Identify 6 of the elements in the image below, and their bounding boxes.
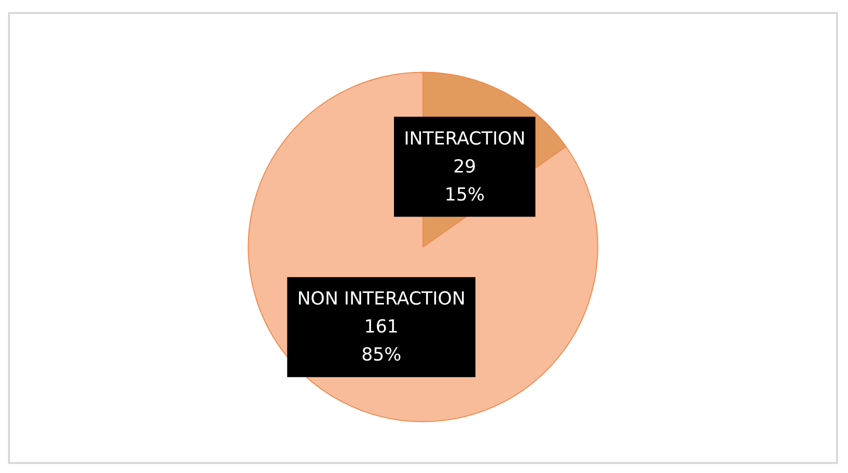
text: 15%	[444, 184, 485, 206]
slice-label: INTERACTION	[404, 128, 526, 150]
slice-label: NON INTERACTION	[297, 288, 466, 310]
data-label: 29	[453, 156, 476, 178]
text: 85%	[361, 344, 402, 366]
data-label: 161	[364, 316, 398, 338]
